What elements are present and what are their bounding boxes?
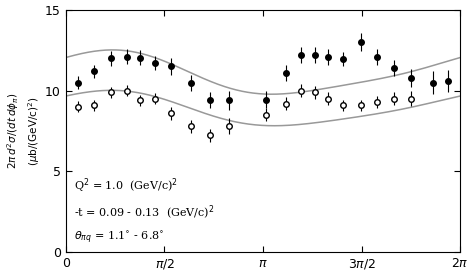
Text: Q$^2$ = 1.0  (GeV/c)$^2$
-t = 0.09 - 0.13  (GeV/c)$^2$
$\theta_{\pi q}$ = 1.1$^{: Q$^2$ = 1.0 (GeV/c)$^2$ -t = 0.09 - 0.13… [74,176,215,246]
Y-axis label: $2\pi\, d^2\sigma/(dt\, d\phi_\pi)$
($\mu$b/(GeV/c)$^2$): $2\pi\, d^2\sigma/(dt\, d\phi_\pi)$ ($\m… [5,93,42,169]
